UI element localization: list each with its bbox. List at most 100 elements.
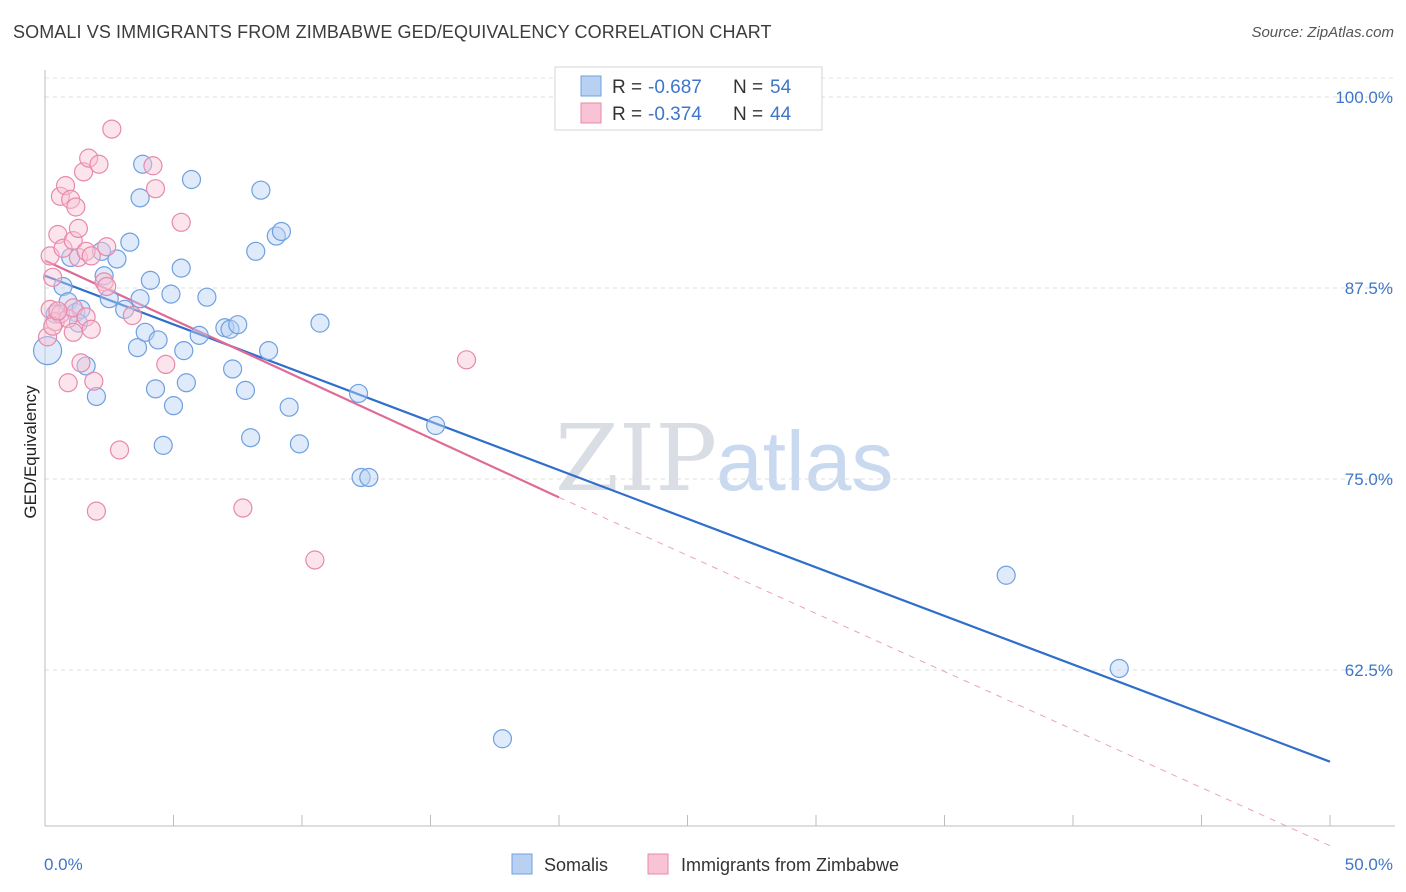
zimbabwe-point [122, 305, 142, 326]
somali-point [163, 396, 184, 416]
somali-point [289, 434, 310, 454]
somali-point [426, 415, 446, 436]
zimbabwe-point [171, 212, 191, 232]
zimbabwe-point [456, 350, 477, 370]
series-legend-label: Somalis [544, 855, 608, 875]
zimbabwe-point [37, 327, 58, 347]
legend-r-label: R = [612, 104, 642, 125]
y-tick-label: 62.5% [1345, 661, 1393, 680]
series-legend-swatch [511, 853, 533, 875]
zimbabwe-point [86, 501, 107, 521]
somali-point [348, 383, 369, 404]
somali-point [223, 359, 243, 379]
x-tick-label: 0.0% [44, 855, 83, 874]
somali-point [32, 336, 63, 366]
gridlines [45, 77, 1395, 671]
somali-point [176, 373, 196, 393]
zimbabwe-point [143, 156, 163, 176]
zimbabwe-point [66, 197, 86, 217]
watermark-atlas: atlas [716, 414, 893, 508]
somali-point [171, 258, 191, 278]
zimbabwe-point [97, 276, 117, 297]
zimbabwe-point [156, 354, 176, 374]
zimbabwe-trend-extension [558, 496, 1331, 847]
zimbabwe-trend-line [44, 259, 560, 499]
y-tick-labels: 100.0% 87.5% 75.0% 62.5% [1335, 88, 1393, 680]
somali-point [492, 729, 513, 749]
somali-point [140, 270, 160, 290]
watermark: ZIP atlas [555, 405, 893, 512]
series-legend: Somalis Immigrants from Zimbabwe [511, 853, 899, 875]
y-tick-label: 87.5% [1345, 279, 1393, 298]
somali-point [251, 180, 271, 200]
watermark-zip: ZIP [555, 405, 717, 512]
zimbabwe-point [89, 154, 109, 174]
chart-title: SOMALI VS IMMIGRANTS FROM ZIMBABWE GED/E… [13, 22, 772, 42]
series-legend-label: Immigrants from Zimbabwe [681, 855, 899, 875]
zimbabwe-point [81, 246, 101, 266]
somali-point [130, 188, 150, 208]
zimbabwe-point [97, 237, 117, 257]
somali-point [996, 565, 1016, 585]
zimbabwe-point [63, 322, 83, 342]
zimbabwe-point [68, 218, 89, 239]
somali-point [359, 467, 379, 488]
legend-n-label: N = [733, 77, 763, 98]
somali-point [120, 232, 140, 252]
legend-n-value: 54 [770, 77, 792, 98]
somali-point [145, 379, 166, 399]
somali-point [130, 289, 150, 309]
somali-point [181, 169, 202, 190]
zimbabwe-point [53, 238, 73, 258]
somali-point [127, 337, 148, 358]
somali-point [174, 341, 194, 361]
zimbabwe-point [79, 148, 99, 168]
somali-point [279, 397, 299, 417]
legend-n-value: 44 [770, 104, 792, 125]
somali-point [107, 249, 127, 269]
x-tick-labels: 0.0% 50.0% [44, 855, 1393, 874]
axes [44, 70, 1395, 827]
somali-point [271, 221, 292, 242]
x-tick-label: 50.0% [1345, 855, 1393, 874]
legend-swatch [580, 75, 602, 97]
somali-point [246, 241, 266, 261]
zimbabwe-point [48, 301, 68, 321]
zimbabwe-point [71, 353, 91, 373]
source-credit: Source: ZipAtlas.com [1251, 24, 1394, 41]
zimbabwe-point [84, 371, 104, 391]
somali-point [235, 380, 256, 400]
somali-point [161, 284, 181, 304]
zimbabwe-point [81, 319, 101, 339]
zimbabwe-point [145, 179, 166, 199]
legend-n-label: N = [733, 104, 763, 125]
somali-point [310, 313, 330, 333]
somali-point [351, 467, 371, 488]
zimbabwe-point [43, 316, 63, 336]
zimbabwe-point [40, 299, 60, 319]
legend-r-label: R = [612, 77, 642, 98]
zimbabwe-point [305, 550, 325, 570]
zimbabwe-point [102, 119, 122, 139]
legend-r-value: -0.374 [648, 104, 702, 125]
y-tick-label: 100.0% [1335, 88, 1393, 107]
somali-trend-line [44, 274, 1331, 763]
stats-legend: R = -0.687 N = 54 R = -0.374 N = 44 [554, 66, 823, 131]
somali-point [189, 325, 209, 345]
somali-point [86, 386, 107, 407]
somali-point [76, 356, 96, 376]
somali-point [228, 315, 248, 335]
zimbabwe-point [109, 440, 130, 460]
legend-swatch [580, 102, 602, 124]
somali-point [133, 154, 153, 174]
zimbabwe-point [58, 373, 78, 393]
somali-point [241, 428, 261, 448]
zimbabwe-point [76, 307, 96, 327]
somali-point [258, 341, 279, 361]
zimbabwe-point [233, 498, 253, 518]
zimbabwe-point [43, 267, 63, 287]
y-tick-label: 75.0% [1345, 470, 1393, 489]
somali-point [115, 299, 135, 319]
somali-point [153, 435, 173, 455]
